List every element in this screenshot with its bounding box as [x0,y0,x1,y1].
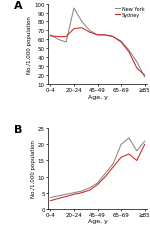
New York [144,76,146,79]
New York [120,41,122,43]
New York [50,34,51,37]
Text: B: B [14,125,23,135]
New York [81,21,83,24]
New York [65,42,67,44]
Sydney [97,34,98,37]
New York [73,8,75,10]
New York [112,36,114,39]
Sydney [128,51,130,54]
Sydney [89,32,91,34]
New York [128,49,130,52]
New York [57,39,59,42]
X-axis label: Age, y: Age, y [88,218,107,223]
Text: A: A [14,0,23,10]
Y-axis label: No./1,000 population: No./1,000 population [27,16,32,73]
New York [97,34,98,37]
Sydney [120,42,122,44]
Sydney [73,28,75,31]
New York [104,34,106,37]
Legend: New York, Sydney: New York, Sydney [115,7,145,18]
Sydney [57,36,59,39]
New York [89,30,91,33]
New York [136,61,138,64]
Sydney [50,35,51,38]
Line: New York: New York [50,9,145,78]
Sydney [104,34,106,37]
Sydney [136,67,138,70]
Sydney [144,74,146,77]
Sydney [81,27,83,30]
X-axis label: Age, y: Age, y [88,94,107,99]
Y-axis label: No./1,000 population: No./1,000 population [31,140,36,197]
Sydney [112,36,114,39]
Line: Sydney: Sydney [50,29,145,76]
Sydney [65,36,67,39]
